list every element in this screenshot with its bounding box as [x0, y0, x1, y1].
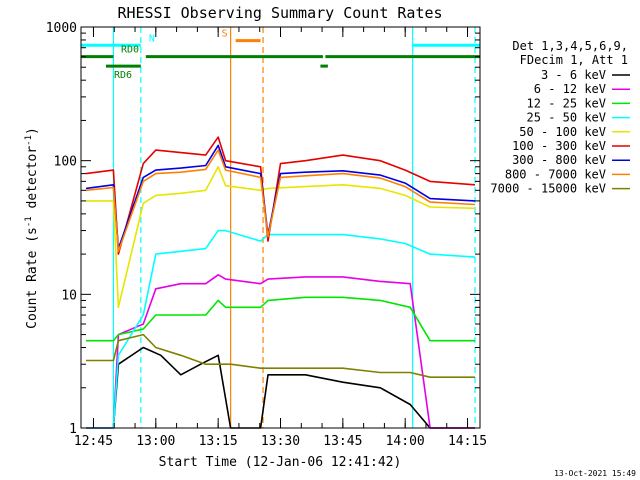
plot-area: N S RD0 RD6: [81, 27, 480, 429]
legend-label-6-12-kev: 6 - 12 keV: [534, 82, 606, 96]
x-tick-label: 14:00: [386, 434, 425, 449]
x-tick-label: 13:00: [136, 434, 175, 449]
axes: 1 10 100 1000 12:45 13:00 13:15 13:30 13:45 14:00…: [46, 21, 487, 449]
legend-label-800-7000-kev: 800 - 7000 keV: [505, 167, 606, 181]
y-tick-label: 1: [69, 422, 77, 437]
legend: Det 1,3,4,5,6,9, FDecim 1, Att 1 3 - 6 k…: [490, 39, 630, 196]
legend-header-line-1: Det 1,3,4,5,6,9,: [512, 39, 628, 53]
flag-label-rd0: RD0: [121, 45, 139, 56]
x-tick-label: 13:45: [323, 434, 362, 449]
legend-label-100-300-kev: 100 - 300 keV: [512, 139, 606, 153]
footer-date: 13-Oct-2021 15:49: [554, 469, 636, 478]
series-line-300-800-kev: [85, 144, 476, 250]
y-tick-label: 1000: [46, 21, 77, 36]
y-axis-label: Count Rate (s-1 detector-1): [24, 127, 40, 329]
legend-label-300-800-kev: 300 - 800 keV: [512, 153, 606, 167]
series-line-100-300-kev: [85, 136, 476, 255]
series-line-50-100-kev: [86, 166, 476, 309]
series-line-6-12-kev: [86, 273, 475, 429]
series-line-800-7000-kev: [85, 149, 476, 253]
legend-header-line-2: FDecim 1, Att 1: [520, 53, 628, 67]
x-tick-label: 14:15: [448, 434, 487, 449]
x-axis-label: Start Time (12-Jan-06 12:41:42): [159, 455, 402, 470]
chart-title: RHESSI Observing Summary Count Rates: [117, 4, 442, 22]
x-tick-label: 13:30: [261, 434, 300, 449]
legend-label-12-25-kev: 12 - 25 keV: [527, 96, 606, 110]
legend-label-25-50-kev: 25 - 50 keV: [527, 111, 606, 125]
series-line-25-50-kev: [86, 229, 476, 429]
y-tick-label: 10: [61, 288, 77, 303]
flag-label-s: S: [222, 29, 228, 40]
series-line-12-25-kev: [86, 296, 475, 342]
flag-label-rd6: RD6: [114, 70, 132, 81]
legend-label-7000-15000-kev: 7000 - 15000 keV: [490, 182, 606, 196]
flag-label-n: N: [149, 33, 155, 44]
legend-label-50-100-kev: 50 - 100 keV: [519, 125, 606, 139]
x-tick-label: 12:45: [74, 434, 113, 449]
legend-label-3-6-kev: 3 - 6 keV: [541, 68, 606, 82]
x-tick-label: 13:15: [199, 434, 238, 449]
series-line-7000-15000-kev: [86, 333, 475, 379]
y-tick-label: 100: [54, 155, 77, 170]
series-line-3-6-kev: [86, 346, 475, 429]
